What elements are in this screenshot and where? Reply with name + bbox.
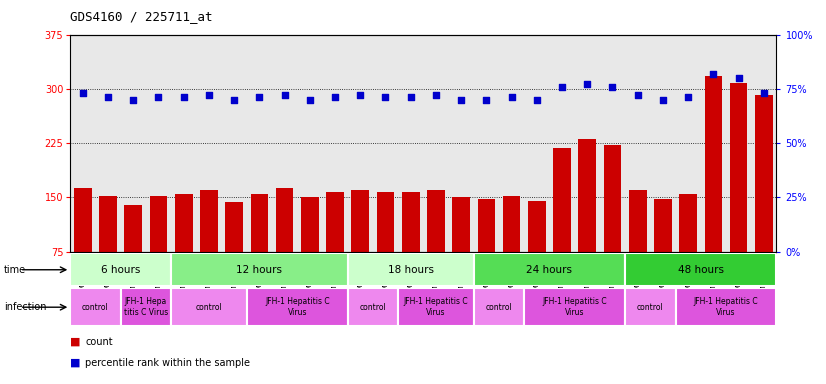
- Point: [581, 81, 594, 88]
- Point: [329, 94, 342, 101]
- Bar: [150, 196, 168, 252]
- Text: control: control: [196, 303, 222, 312]
- Point: [404, 94, 417, 101]
- Bar: [351, 190, 369, 252]
- Point: [303, 97, 316, 103]
- Bar: [348, 253, 474, 286]
- Text: 12 hours: 12 hours: [236, 265, 282, 275]
- Point: [480, 97, 493, 103]
- Bar: [676, 288, 776, 326]
- Text: GDS4160 / 225711_at: GDS4160 / 225711_at: [70, 10, 213, 23]
- Point: [732, 75, 745, 81]
- Bar: [578, 139, 596, 252]
- Text: infection: infection: [4, 302, 46, 312]
- Point: [379, 94, 392, 101]
- Text: ■: ■: [70, 337, 81, 347]
- Text: control: control: [359, 303, 387, 312]
- Bar: [553, 148, 571, 252]
- Point: [76, 90, 89, 96]
- Point: [757, 90, 771, 96]
- Point: [505, 94, 518, 101]
- Bar: [625, 288, 676, 326]
- Text: JFH-1 Hepatitis C
Virus: JFH-1 Hepatitis C Virus: [694, 298, 758, 317]
- Bar: [175, 194, 192, 252]
- Point: [102, 94, 115, 101]
- Bar: [276, 188, 293, 252]
- Bar: [70, 288, 121, 326]
- Point: [227, 97, 240, 103]
- Point: [202, 92, 216, 98]
- Text: control: control: [486, 303, 512, 312]
- Point: [530, 97, 544, 103]
- Point: [177, 94, 190, 101]
- Point: [454, 97, 468, 103]
- Bar: [503, 196, 520, 252]
- Point: [253, 94, 266, 101]
- Bar: [525, 288, 625, 326]
- Bar: [679, 194, 697, 252]
- Point: [354, 92, 367, 98]
- Text: control: control: [637, 303, 664, 312]
- Point: [707, 71, 720, 77]
- Bar: [398, 288, 474, 326]
- Text: 48 hours: 48 hours: [678, 265, 724, 275]
- Bar: [730, 83, 748, 252]
- Bar: [625, 253, 776, 286]
- Point: [152, 94, 165, 101]
- Point: [606, 84, 620, 90]
- Text: percentile rank within the sample: percentile rank within the sample: [85, 358, 250, 368]
- Point: [657, 97, 670, 103]
- Text: JFH-1 Hepatitis C
Virus: JFH-1 Hepatitis C Virus: [265, 298, 330, 317]
- Point: [681, 94, 695, 101]
- Text: control: control: [82, 303, 109, 312]
- Bar: [654, 199, 672, 252]
- Point: [278, 92, 292, 98]
- Bar: [125, 205, 142, 252]
- Bar: [604, 145, 621, 252]
- Bar: [477, 199, 496, 252]
- Bar: [474, 253, 625, 286]
- Text: 24 hours: 24 hours: [526, 265, 572, 275]
- Bar: [171, 288, 247, 326]
- Bar: [121, 288, 171, 326]
- Point: [555, 84, 568, 90]
- Text: ■: ■: [70, 358, 81, 368]
- Text: JFH-1 Hepatitis C
Virus: JFH-1 Hepatitis C Virus: [404, 298, 468, 317]
- Bar: [348, 288, 398, 326]
- Bar: [70, 253, 171, 286]
- Bar: [326, 192, 344, 252]
- Text: 6 hours: 6 hours: [101, 265, 140, 275]
- Text: time: time: [4, 265, 26, 275]
- Point: [430, 92, 443, 98]
- Bar: [528, 201, 546, 252]
- Bar: [99, 196, 116, 252]
- Text: 18 hours: 18 hours: [387, 265, 434, 275]
- Point: [631, 92, 644, 98]
- Bar: [200, 190, 218, 252]
- Bar: [453, 197, 470, 252]
- Bar: [474, 288, 525, 326]
- Bar: [377, 192, 394, 252]
- Bar: [402, 192, 420, 252]
- Bar: [250, 194, 268, 252]
- Bar: [225, 202, 243, 252]
- Bar: [74, 188, 92, 252]
- Bar: [247, 288, 348, 326]
- Bar: [171, 253, 348, 286]
- Text: count: count: [85, 337, 112, 347]
- Bar: [705, 76, 722, 252]
- Text: JFH-1 Hepa
titis C Virus: JFH-1 Hepa titis C Virus: [124, 298, 168, 317]
- Text: JFH-1 Hepatitis C
Virus: JFH-1 Hepatitis C Virus: [543, 298, 607, 317]
- Point: [126, 97, 140, 103]
- Bar: [301, 197, 319, 252]
- Bar: [629, 190, 647, 252]
- Bar: [755, 94, 772, 252]
- Bar: [427, 190, 444, 252]
